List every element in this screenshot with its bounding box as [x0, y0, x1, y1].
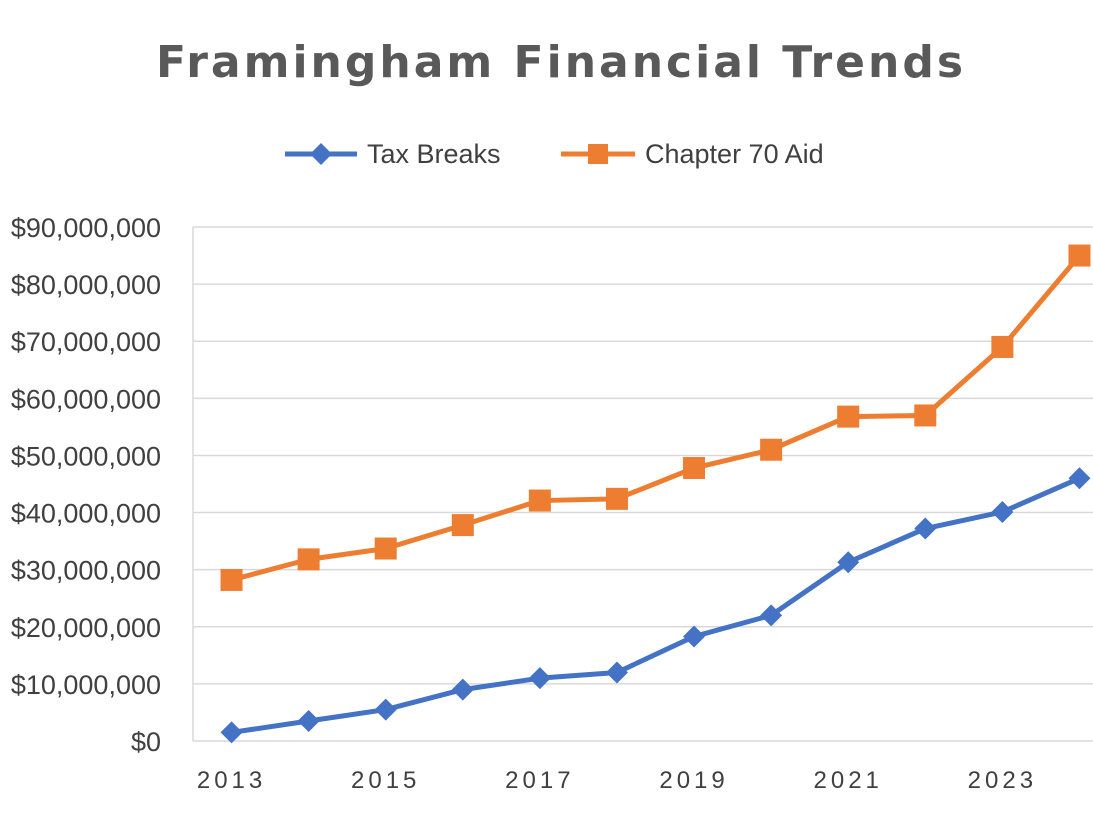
series-line-tax-breaks — [231, 475, 1081, 735]
data-point-chapter-70-aid — [991, 335, 1014, 358]
series-layer — [220, 244, 1091, 744]
y-tick-label: $0 — [131, 727, 161, 757]
data-point-chapter-70-aid — [1068, 244, 1091, 267]
data-point-tax-breaks — [683, 625, 706, 648]
data-point-tax-breaks — [374, 698, 397, 721]
x-axis-tick-labels: 2013 2015 2017 2019 2021 2023 — [197, 767, 1037, 794]
legend-item-tax-breaks: Tax Breaks — [285, 139, 501, 169]
y-axis-tick-labels: $0 $10,000,000 $20,000,000 $30,000,000 $40,0… — [11, 213, 161, 757]
data-point-chapter-70-aid — [837, 405, 860, 428]
data-point-tax-breaks — [991, 500, 1014, 523]
chart-title: Framingham Financial Trends — [156, 37, 966, 88]
legend: Tax Breaks Chapter 70 Aid — [285, 139, 824, 169]
y-tick-label: $10,000,000 — [11, 670, 161, 700]
y-tick-label: $70,000,000 — [11, 327, 161, 357]
data-point-tax-breaks — [760, 604, 783, 627]
data-point-tax-breaks — [914, 517, 937, 540]
data-point-chapter-70-aid — [297, 548, 320, 571]
data-point-chapter-70-aid — [683, 457, 706, 480]
data-point-chapter-70-aid — [374, 537, 397, 560]
legend-label-chapter-70-aid: Chapter 70 Aid — [645, 139, 824, 169]
data-point-chapter-70-aid — [914, 404, 937, 427]
data-point-chapter-70-aid — [451, 514, 474, 537]
data-point-tax-breaks — [451, 678, 474, 701]
data-point-tax-breaks — [297, 710, 320, 733]
data-point-chapter-70-aid — [528, 489, 551, 512]
x-tick-label: 2021 — [814, 767, 883, 794]
legend-marker-square — [588, 144, 608, 164]
x-tick-label: 2013 — [197, 767, 266, 794]
data-point-tax-breaks — [220, 721, 243, 744]
data-point-tax-breaks — [1068, 467, 1091, 490]
legend-marker-diamond — [310, 143, 332, 165]
data-point-tax-breaks — [837, 551, 860, 574]
series-line-chapter-70-aid — [230, 253, 1082, 583]
y-tick-label: $80,000,000 — [11, 270, 161, 300]
gridlines — [192, 226, 1093, 742]
y-tick-label: $40,000,000 — [11, 499, 161, 529]
x-tick-label: 2019 — [659, 767, 728, 794]
y-tick-label: $20,000,000 — [11, 613, 161, 643]
x-tick-label: 2017 — [505, 767, 574, 794]
x-tick-label: 2015 — [351, 767, 420, 794]
x-tick-label: 2023 — [968, 767, 1037, 794]
legend-item-chapter-70-aid: Chapter 70 Aid — [561, 139, 824, 169]
y-tick-label: $30,000,000 — [11, 556, 161, 586]
y-tick-label: $90,000,000 — [11, 213, 161, 243]
data-point-chapter-70-aid — [220, 568, 243, 591]
data-point-tax-breaks — [528, 667, 551, 690]
legend-label-tax-breaks: Tax Breaks — [367, 139, 501, 169]
data-point-chapter-70-aid — [760, 438, 783, 461]
data-point-tax-breaks — [605, 661, 628, 684]
y-tick-label: $60,000,000 — [11, 384, 161, 414]
y-tick-label: $50,000,000 — [11, 441, 161, 471]
data-point-chapter-70-aid — [605, 487, 628, 510]
